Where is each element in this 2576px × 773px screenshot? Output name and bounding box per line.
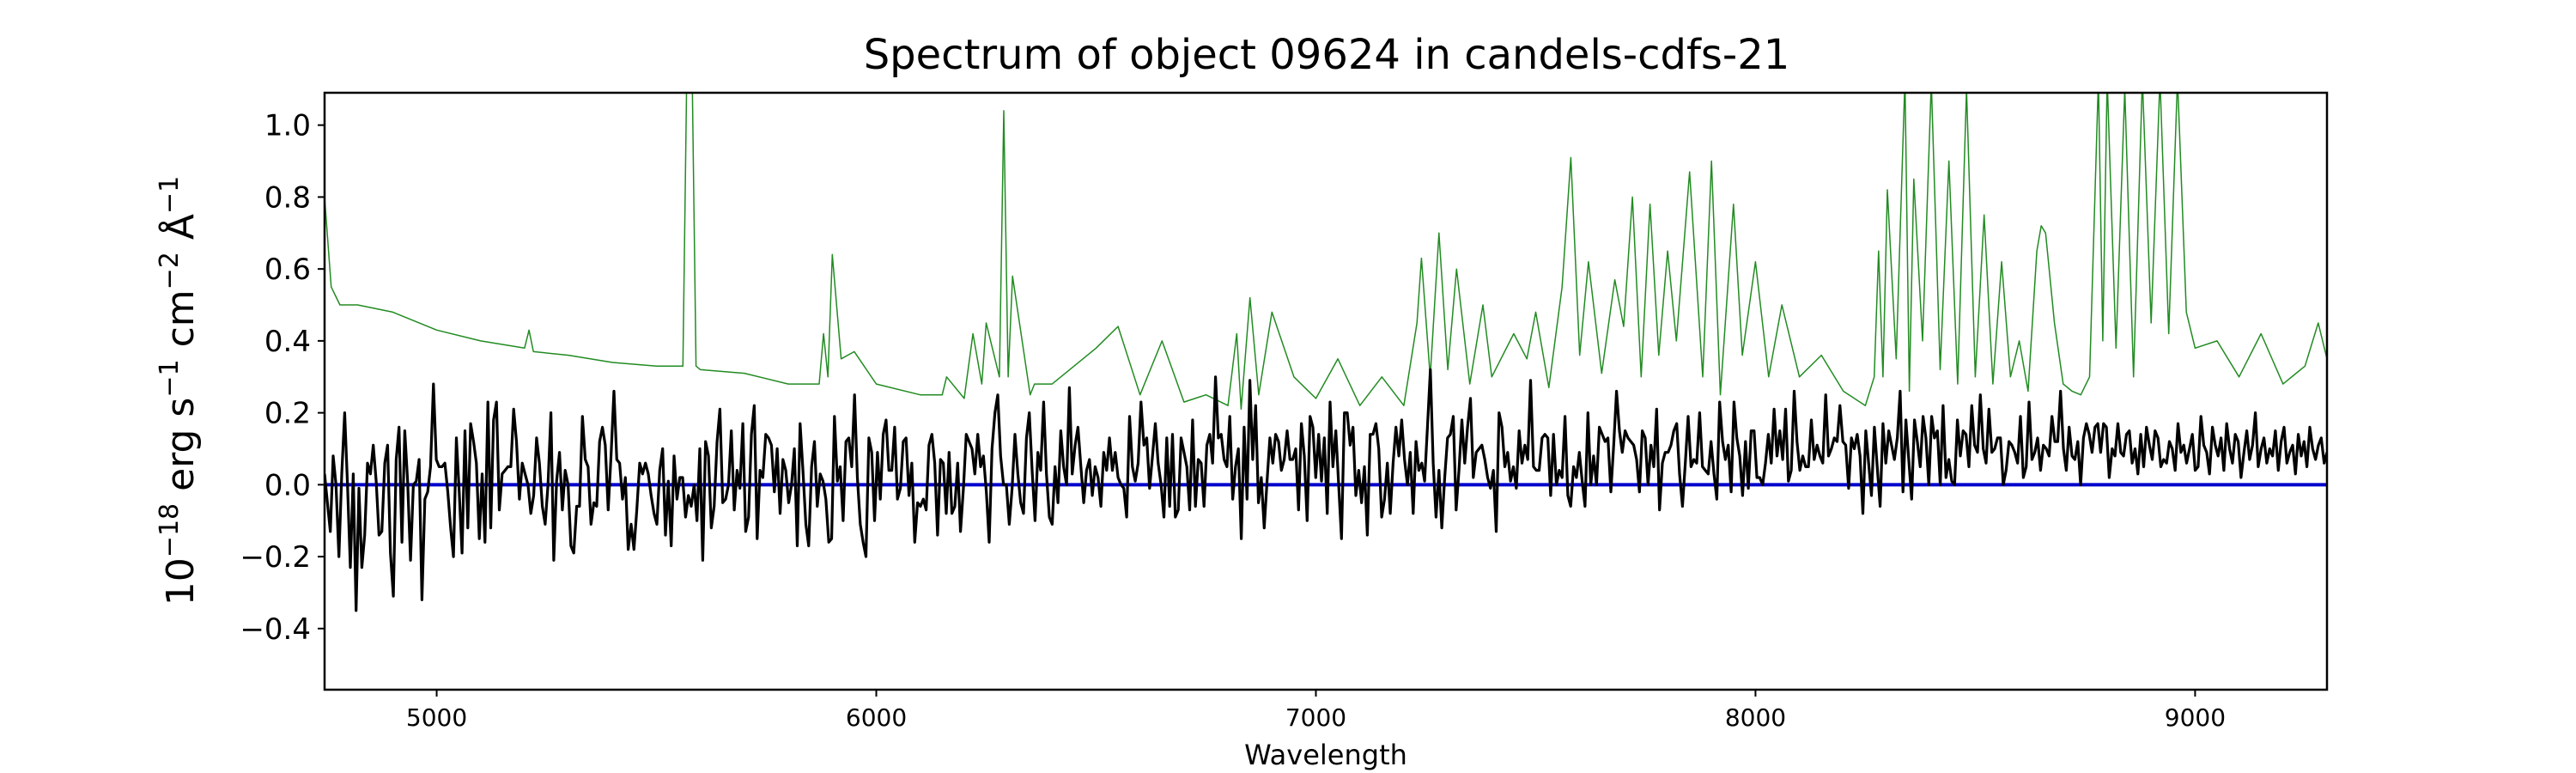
chart-title: Spectrum of object 09624 in candels-cdfs… <box>864 31 1790 79</box>
y-axis-label: 10−18 erg s−1 cm−2 Å−1 <box>155 176 203 606</box>
y-tick-label: 0.4 <box>264 325 311 359</box>
y-label-exp3: −1 <box>155 176 185 214</box>
y-label-unit1: erg s <box>159 398 203 503</box>
y-axis-ticks: −0.4 −0.2 0.0 0.2 0.4 0.6 0.8 1.0 <box>240 109 325 647</box>
y-tick-label: 0.6 <box>264 253 311 287</box>
y-label-unit3: Å <box>157 214 203 252</box>
y-label-exp: −18 <box>155 503 185 557</box>
x-tick-label: 8000 <box>1725 703 1786 732</box>
y-tick-label: 1.0 <box>264 109 311 143</box>
x-tick-label: 7000 <box>1285 703 1346 732</box>
error-series <box>325 93 2327 411</box>
flux-series-line <box>325 368 2327 612</box>
plot-area <box>325 93 2327 612</box>
flux-series <box>325 368 2327 612</box>
y-tick-label: −0.4 <box>240 612 311 647</box>
y-tick-label: −0.2 <box>240 540 311 575</box>
y-tick-label: 0.0 <box>264 468 311 502</box>
y-label-unit2: cm <box>159 289 203 359</box>
y-tick-label: 0.2 <box>264 397 311 431</box>
plot-frame <box>323 91 2329 691</box>
x-tick-label: 6000 <box>846 703 907 732</box>
y-tick-label: 0.8 <box>264 180 311 215</box>
y-label-exp2: −2 <box>155 252 185 289</box>
x-tick-label: 9000 <box>2165 703 2226 732</box>
x-tick-label: 5000 <box>406 703 467 732</box>
error-series-line <box>325 93 2327 411</box>
x-axis-ticks: 5000 6000 7000 8000 9000 <box>406 690 2226 732</box>
y-label-exp1: −1 <box>155 359 185 397</box>
y-label-base: 10 <box>159 557 203 606</box>
x-axis-label: Wavelength <box>1244 739 1407 771</box>
